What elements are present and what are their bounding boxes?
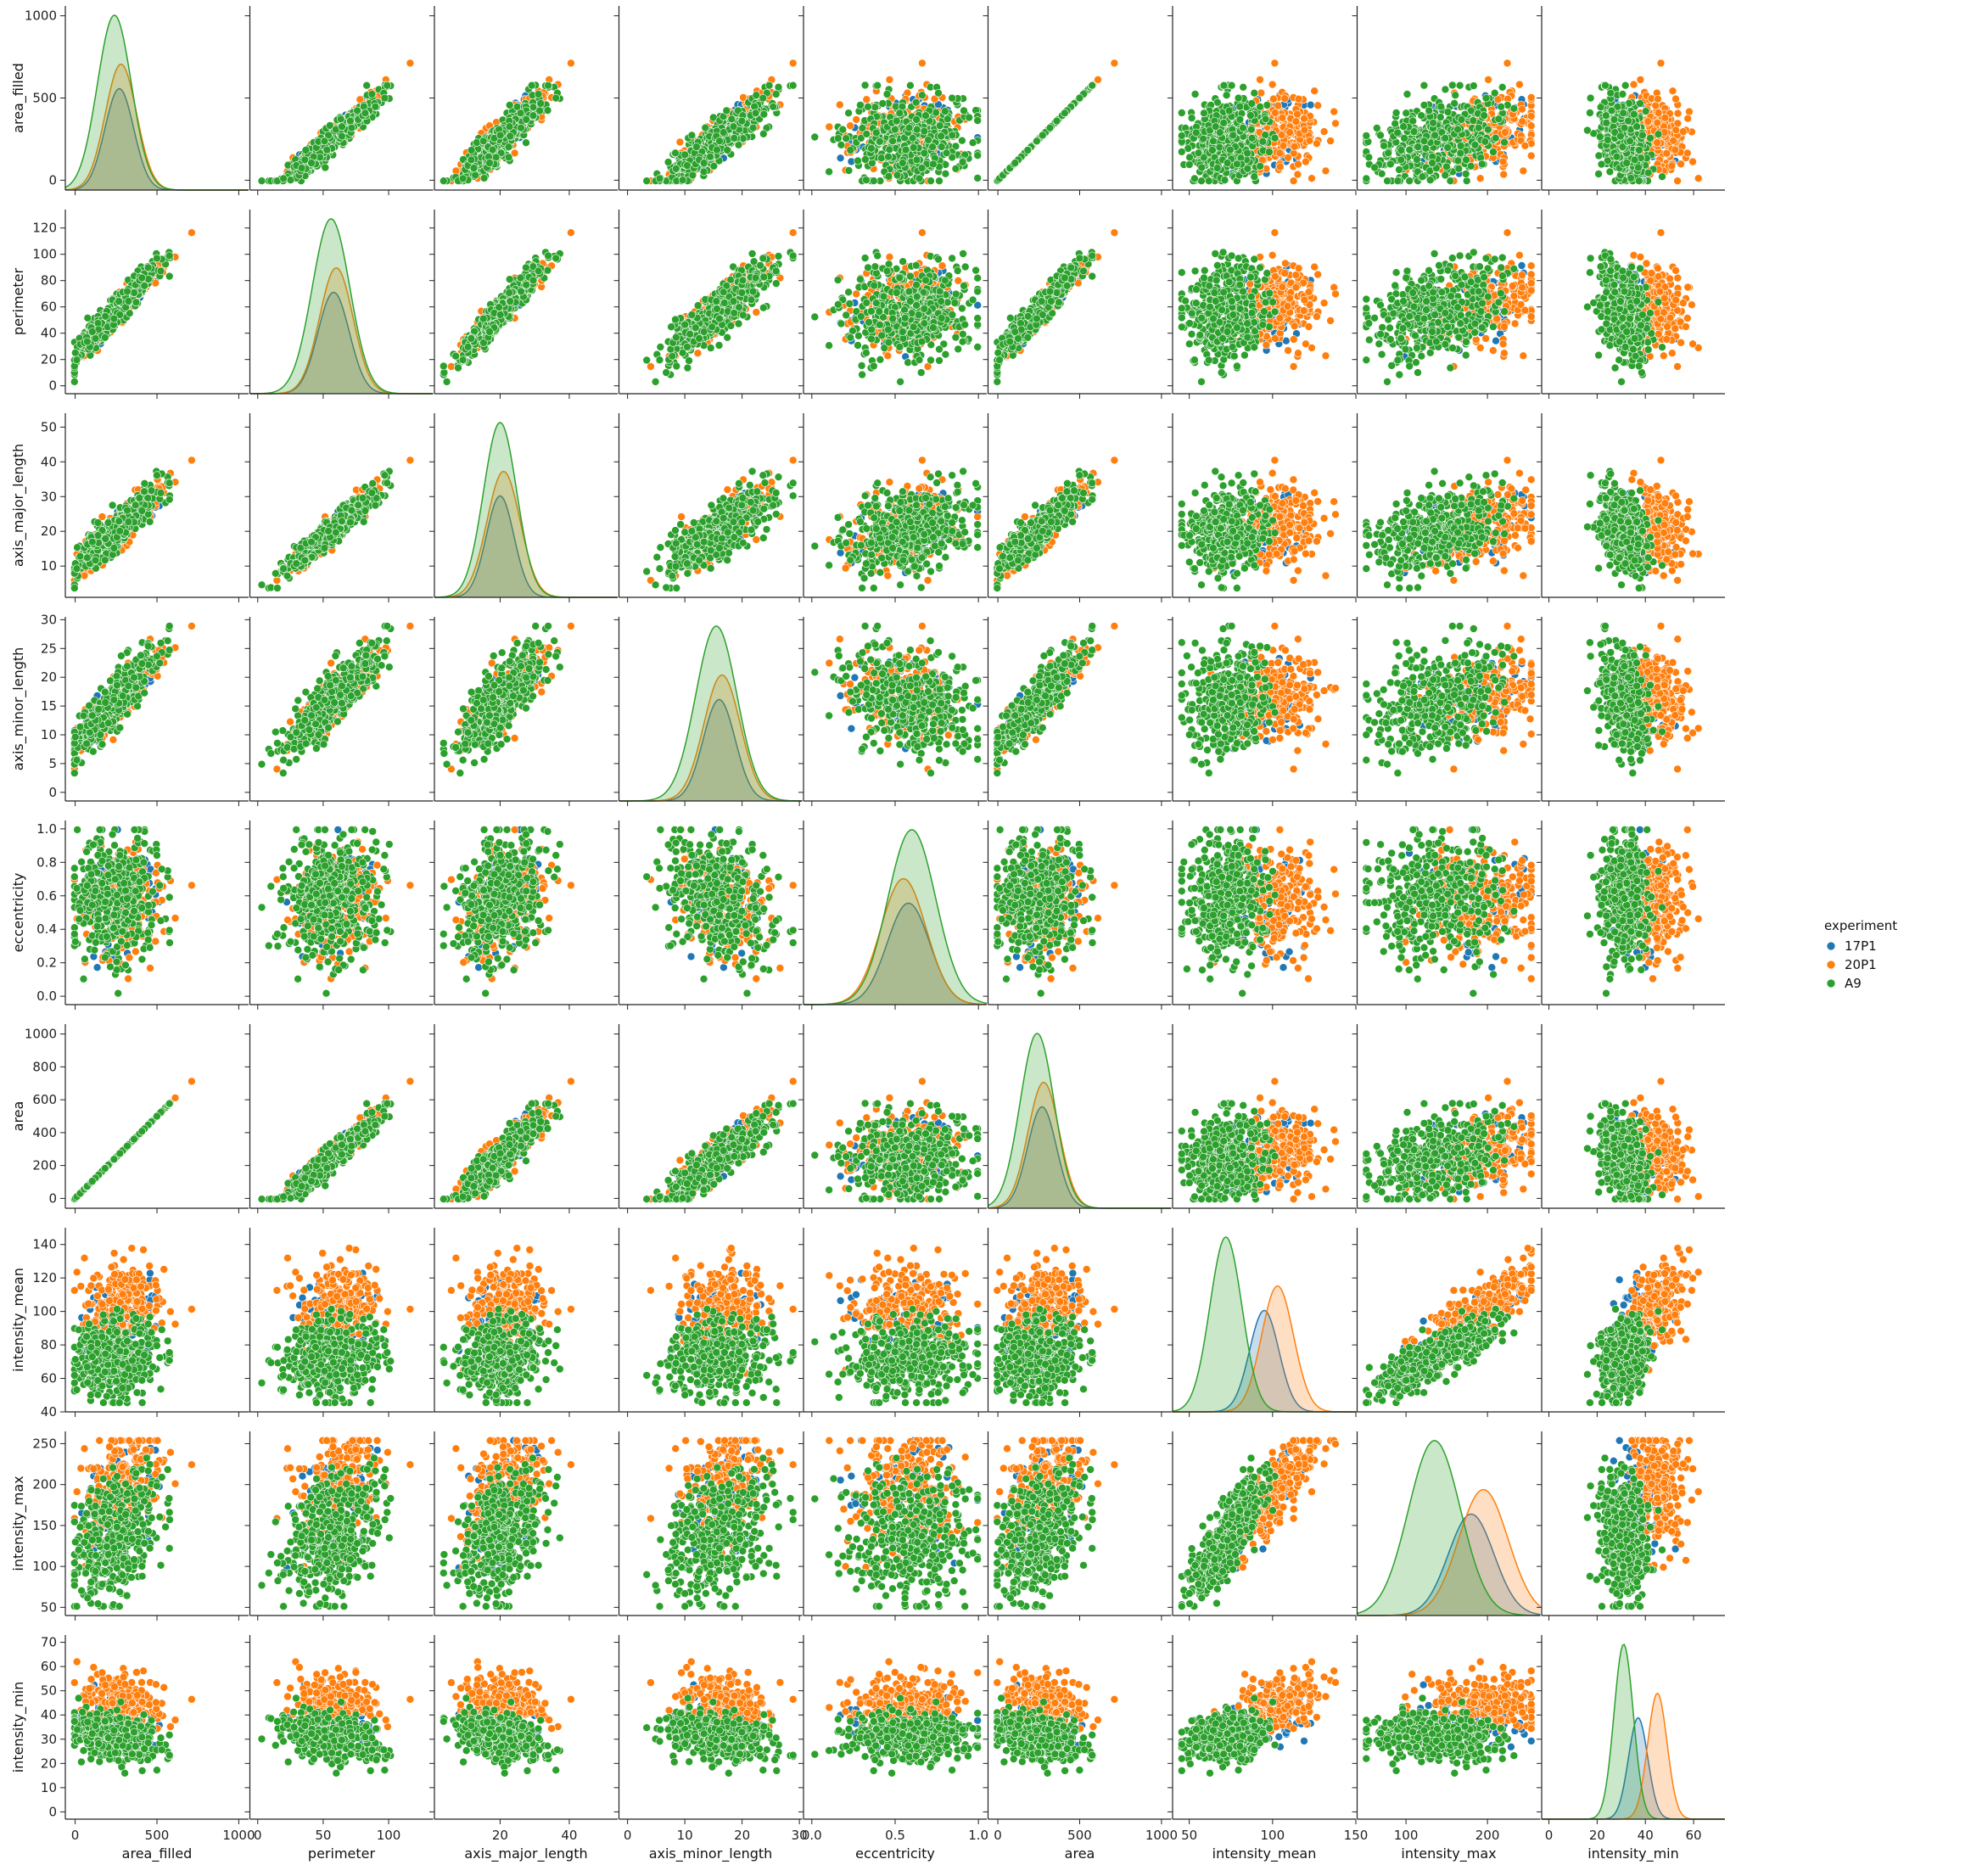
point-a9-388: [372, 103, 379, 110]
y-axis-label: area_filled: [10, 63, 27, 133]
point-a9-397: [322, 164, 329, 171]
point-a9-315: [280, 175, 288, 182]
point-a9-407: [346, 117, 354, 125]
pairplot-grid: 05001000area_filled020406080100120perime…: [10, 6, 1725, 1862]
point-20p1-204: [567, 59, 574, 67]
point-20p1-204: [406, 59, 414, 67]
point-a9-419: [321, 137, 328, 145]
point-a9-412: [368, 91, 376, 98]
point-a9-416: [308, 160, 316, 167]
point-a9-414: [338, 132, 345, 140]
y-tick-label: 0: [48, 172, 57, 188]
point-a9-225: [363, 81, 371, 89]
point-a9-394: [302, 147, 310, 154]
point-a9-411: [339, 123, 346, 131]
point-a9-417: [348, 124, 356, 132]
point-a9-418: [381, 94, 389, 102]
point-a9-247: [258, 177, 266, 185]
y-tick-label: 1000: [25, 8, 57, 24]
point-a9-413: [361, 109, 369, 117]
cell-area-filled-vs-perimeter: [245, 6, 434, 195]
point-a9-399: [298, 165, 305, 172]
point-a9-389: [337, 115, 344, 123]
kde-fill-a9-area-filled: [65, 15, 249, 190]
cell-area-filled-vs-area-filled: 0 500 1000 area_filled: [10, 6, 249, 195]
point-a9-263: [384, 81, 391, 89]
point-a9-372: [360, 103, 367, 110]
point-a9-392: [323, 146, 331, 154]
point-a9-314: [287, 176, 294, 184]
cell-area-filled-vs-axis-major-length: [429, 6, 618, 195]
y-tick-label: 500: [32, 91, 57, 106]
